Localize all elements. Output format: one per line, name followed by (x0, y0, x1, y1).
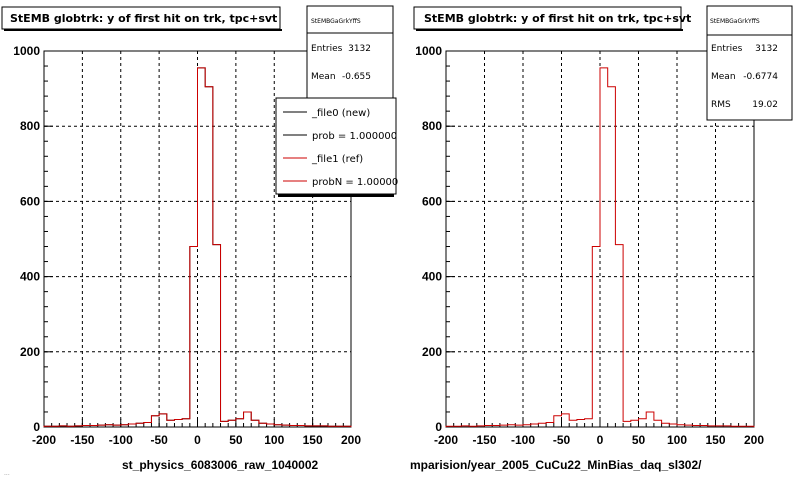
left-x-tick-label: -200 (32, 433, 56, 447)
right-y-tick-label: 1000 (415, 44, 442, 58)
right-y-tick-label: 400 (422, 270, 442, 284)
left-axes: -200 -150 -100 -50 0 50 100 150 200 0 200 400 600 800… (13, 44, 361, 447)
left-x-axis-label: st_physics_6083006_raw_1040002 (122, 458, 318, 472)
right-stats-box: StEMBGaGrkYffS Entries 3132 Mean -0.6774… (706, 5, 793, 121)
right-x-tick-label: 200 (744, 433, 764, 447)
left-stats-entries-label: Entries (311, 44, 343, 54)
left-title-shadow (4, 29, 282, 31)
legend-entry-probn: probN = 1.00000 (312, 177, 398, 188)
right-x-tick-label: 50 (632, 433, 646, 447)
legend-entry-prob: prob = 1.000000 (312, 131, 397, 142)
left-y-tick-label: 400 (20, 270, 40, 284)
left-x-tick-label: 200 (341, 433, 361, 447)
left-series-1 (43, 67, 352, 427)
right-x-tick-label: 150 (705, 433, 725, 447)
left-x-tick-label: -50 (150, 433, 168, 447)
right-series (445, 67, 755, 427)
right-stats-entries-label: Entries (711, 44, 743, 54)
right-stats-entries-value: 3132 (755, 44, 778, 54)
left-stats-entries-value: 3132 (348, 44, 371, 54)
left-x-tick-label: -100 (109, 433, 133, 447)
left-histogram-panel: -200 -150 -100 -50 0 50 100 150 200 0 200 400 600 800… (1, 5, 398, 472)
legend-entry-file1: _file1 (ref) (311, 154, 363, 165)
right-chart-title: StEMB globtrk: y of first hit on trk, tp… (424, 12, 691, 25)
left-x-tick-label: 0 (194, 433, 201, 447)
right-y-tick-label: 800 (422, 119, 442, 133)
right-histogram-panel: -200 -150 -100 -50 0 50 100 150 200 0 200 400 600 800… (410, 5, 793, 472)
left-x-tick-label: 100 (264, 433, 284, 447)
right-title-shadow (416, 29, 683, 31)
right-x-tick-label: 0 (597, 433, 604, 447)
right-x-tick-label: -200 (434, 433, 458, 447)
right-stats-rms-label: RMS (711, 100, 731, 110)
right-stats-mean-label: Mean (711, 72, 736, 82)
left-stats-mean-value: -0.655 (342, 72, 371, 82)
right-axes: -200 -150 -100 -50 0 50 100 150 200 0 200 400 600 800… (415, 44, 764, 447)
right-x-axis-label: mparision/year_2005_CuCu22_MinBias_daq_s… (410, 458, 702, 472)
right-x-tick-label: -50 (553, 433, 571, 447)
left-chart-title: StEMB globtrk: y of first hit on trk, tp… (10, 12, 277, 25)
left-x-tick-label: 50 (229, 433, 243, 447)
left-y-tick-label: 200 (20, 345, 40, 359)
left-y-tick-label: 600 (20, 194, 40, 208)
left-grid (44, 51, 351, 427)
right-stats-name: StEMBGaGrkYffS (710, 18, 760, 25)
left-x-tick-label: 150 (303, 433, 323, 447)
legend-entry-file0: _file0 (new) (311, 108, 370, 119)
left-stats-name: StEMBGaGrkYffS (311, 18, 361, 25)
left-y-tick-label: 1000 (13, 44, 40, 58)
left-x-tick-label: -150 (70, 433, 94, 447)
footer-text: ... (4, 470, 10, 477)
left-stats-mean-label: Mean (311, 72, 336, 82)
right-stats-mean-value: -0.6774 (743, 72, 778, 82)
right-series-0 (445, 67, 755, 427)
right-y-tick-label: 200 (422, 345, 442, 359)
right-y-tick-label: 600 (422, 194, 442, 208)
right-x-tick-label: 100 (667, 433, 687, 447)
right-stats-rms-value: 19.02 (752, 100, 778, 110)
right-y-tick-label: 0 (435, 420, 442, 434)
left-series (43, 67, 352, 427)
left-y-tick-label: 0 (33, 420, 40, 434)
right-x-tick-label: -150 (472, 433, 496, 447)
left-y-tick-label: 800 (20, 119, 40, 133)
left-legend: _file0 (new) prob = 1.000000 _file1 (ref… (275, 97, 398, 197)
right-x-tick-label: -100 (511, 433, 535, 447)
